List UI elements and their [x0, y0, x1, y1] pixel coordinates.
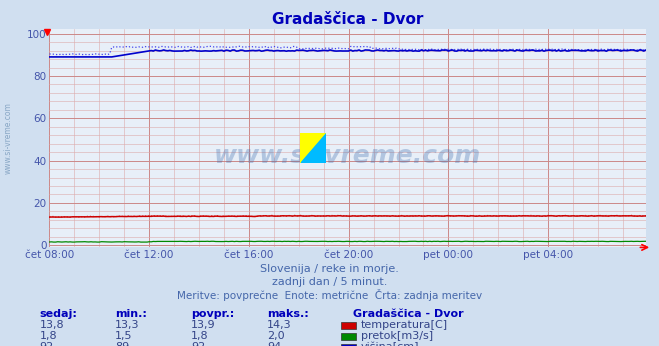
Text: temperatura[C]: temperatura[C] [361, 320, 448, 330]
Text: 14,3: 14,3 [267, 320, 291, 330]
Text: 1,8: 1,8 [191, 331, 209, 341]
Polygon shape [300, 133, 313, 163]
Text: 92: 92 [40, 342, 54, 346]
Title: Gradaščica - Dvor: Gradaščica - Dvor [272, 12, 423, 27]
Text: www.si-vreme.com: www.si-vreme.com [214, 144, 481, 168]
Text: sedaj:: sedaj: [40, 309, 77, 319]
Text: 2,0: 2,0 [267, 331, 285, 341]
Polygon shape [300, 133, 326, 163]
Text: pretok[m3/s]: pretok[m3/s] [361, 331, 433, 341]
Text: Gradaščica - Dvor: Gradaščica - Dvor [353, 309, 463, 319]
Text: 89: 89 [115, 342, 130, 346]
Text: min.:: min.: [115, 309, 147, 319]
Text: maks.:: maks.: [267, 309, 308, 319]
Text: povpr.:: povpr.: [191, 309, 235, 319]
Polygon shape [300, 133, 326, 163]
Polygon shape [300, 133, 326, 163]
Text: 1,8: 1,8 [40, 331, 57, 341]
Text: 13,8: 13,8 [40, 320, 64, 330]
Text: višina[cm]: višina[cm] [361, 342, 420, 346]
Text: zadnji dan / 5 minut.: zadnji dan / 5 minut. [272, 277, 387, 288]
Bar [300, 133, 313, 163]
Bar [313, 133, 326, 163]
Text: 13,9: 13,9 [191, 320, 215, 330]
Text: Meritve: povprečne  Enote: metrične  Črta: zadnja meritev: Meritve: povprečne Enote: metrične Črta:… [177, 289, 482, 301]
Text: Slovenija / reke in morje.: Slovenija / reke in morje. [260, 264, 399, 274]
Text: 1,5: 1,5 [115, 331, 133, 341]
Text: 94: 94 [267, 342, 281, 346]
Text: 13,3: 13,3 [115, 320, 140, 330]
Text: www.si-vreme.com: www.si-vreme.com [4, 102, 13, 174]
Text: 92: 92 [191, 342, 206, 346]
